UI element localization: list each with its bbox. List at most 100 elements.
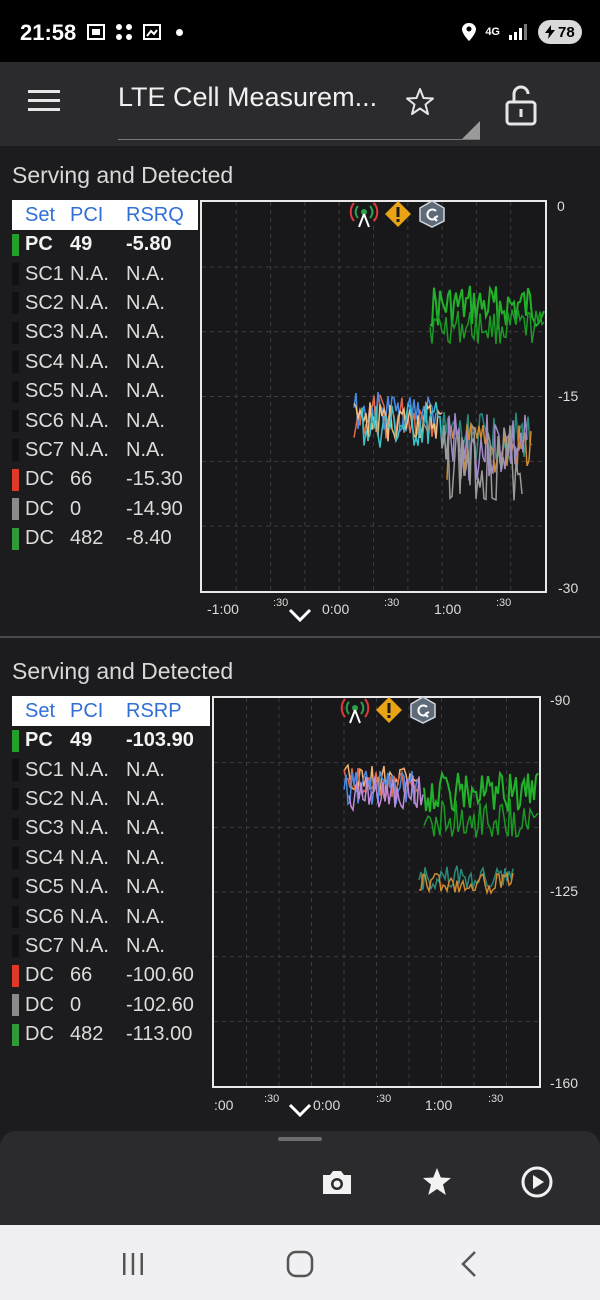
cell-pci: 66 bbox=[70, 964, 93, 987]
view-selector-dropdown[interactable]: LTE Cell Measurem... bbox=[118, 82, 480, 140]
cell-value: N.A. bbox=[126, 291, 165, 314]
cell-pci: 0 bbox=[70, 993, 82, 1016]
cell-pci: N.A. bbox=[70, 291, 109, 314]
column-header-pci: PCI bbox=[70, 699, 104, 722]
table-row: DC 482 -8.40 bbox=[12, 524, 198, 553]
cell-value: N.A. bbox=[126, 846, 165, 869]
table-row: DC 0 -102.60 bbox=[12, 991, 210, 1020]
play-circle-icon[interactable] bbox=[520, 1165, 554, 1199]
color-indicator bbox=[12, 759, 19, 782]
unlock-icon[interactable] bbox=[504, 84, 538, 126]
system-navigation-bar bbox=[0, 1225, 600, 1300]
cell-value: N.A. bbox=[126, 876, 165, 899]
signal-trace bbox=[423, 770, 539, 813]
cell-set: SC7 bbox=[25, 438, 64, 461]
measurement-table: Set PCI RSRQ PC 49 -5.80 SC1 N.A. N.A. SC2 N.A.… bbox=[12, 200, 198, 553]
cell-set: PC bbox=[25, 729, 53, 752]
table-row: SC3 N.A. N.A. bbox=[12, 318, 198, 347]
cell-pci: 66 bbox=[70, 468, 93, 491]
signal-trace bbox=[446, 413, 528, 481]
bottom-action-sheet bbox=[0, 1131, 600, 1225]
cell-pci: N.A. bbox=[70, 350, 109, 373]
x-tick-label: :30 bbox=[273, 597, 289, 609]
network-type: 4G bbox=[485, 26, 500, 38]
color-indicator bbox=[12, 964, 19, 987]
table-row: SC4 N.A. N.A. bbox=[12, 348, 198, 377]
cell-pci: 0 bbox=[70, 497, 82, 520]
screenshot-icon bbox=[87, 24, 105, 40]
cell-value: N.A. bbox=[126, 905, 165, 928]
rsrq-chart-canvas bbox=[202, 202, 545, 591]
table-row: SC7 N.A. N.A. bbox=[12, 436, 198, 465]
table-row: SC2 N.A. N.A. bbox=[12, 289, 198, 318]
panel-divider bbox=[0, 636, 600, 638]
cell-pci: N.A. bbox=[70, 438, 109, 461]
cell-set: SC6 bbox=[25, 409, 64, 432]
chevron-down-icon[interactable] bbox=[288, 1103, 312, 1117]
cell-set: SC1 bbox=[25, 262, 64, 285]
cell-set: SC2 bbox=[25, 291, 64, 314]
cell-set: DC bbox=[25, 497, 54, 520]
camera-icon[interactable] bbox=[320, 1165, 354, 1199]
sheet-drag-handle[interactable] bbox=[278, 1137, 322, 1141]
color-indicator bbox=[12, 1023, 19, 1046]
color-indicator bbox=[12, 439, 19, 462]
cell-set: DC bbox=[25, 1023, 54, 1046]
antenna-icon bbox=[349, 202, 379, 228]
cell-pci: 49 bbox=[70, 729, 93, 752]
cell-value: N.A. bbox=[126, 380, 165, 403]
signal-trace bbox=[429, 284, 545, 330]
cell-pci: 482 bbox=[70, 527, 104, 550]
color-indicator bbox=[12, 321, 19, 344]
cell-set: DC bbox=[25, 993, 54, 1016]
chevron-down-icon[interactable] bbox=[288, 608, 312, 622]
color-indicator bbox=[12, 817, 19, 840]
column-header-set: Set bbox=[25, 699, 56, 722]
cell-value: N.A. bbox=[126, 438, 165, 461]
panel-title: Serving and Detected bbox=[12, 162, 234, 188]
x-tick-label: 0:00 bbox=[322, 601, 350, 617]
cell-set: DC bbox=[25, 527, 54, 550]
app-bar: LTE Cell Measurem... bbox=[0, 62, 600, 146]
rsrp-chart[interactable] bbox=[212, 696, 541, 1088]
table-header: Set PCI RSRQ bbox=[12, 200, 198, 230]
y-tick-label: -125 bbox=[550, 883, 579, 899]
cell-pci: N.A. bbox=[70, 262, 109, 285]
menu-icon[interactable] bbox=[28, 90, 60, 114]
panel-title: Serving and Detected bbox=[12, 658, 234, 684]
cell-pci: N.A. bbox=[70, 934, 109, 957]
cell-pci: N.A. bbox=[70, 321, 109, 344]
cell-pci: 49 bbox=[70, 233, 93, 256]
cell-set: SC5 bbox=[25, 876, 64, 899]
table-row: SC1 N.A. N.A. bbox=[12, 259, 198, 288]
signal-trace bbox=[353, 400, 443, 442]
cell-value: N.A. bbox=[126, 758, 165, 781]
cell-value: N.A. bbox=[126, 321, 165, 344]
x-tick-label: 1:00 bbox=[434, 601, 462, 617]
cell-set: SC4 bbox=[25, 846, 64, 869]
table-row: SC5 N.A. N.A. bbox=[12, 873, 210, 902]
star-filled-icon[interactable] bbox=[420, 1165, 454, 1199]
back-icon[interactable] bbox=[455, 1249, 485, 1279]
table-row: SC1 N.A. N.A. bbox=[12, 755, 210, 784]
cell-set: SC5 bbox=[25, 380, 64, 403]
x-tick-label: 1:00 bbox=[425, 1097, 453, 1113]
cell-value: N.A. bbox=[126, 934, 165, 957]
signal-trace bbox=[441, 423, 523, 501]
cell-pci: N.A. bbox=[70, 846, 109, 869]
color-indicator bbox=[12, 729, 19, 752]
color-indicator bbox=[12, 527, 19, 550]
chart-status-badges bbox=[349, 200, 447, 228]
x-tick-label: :30 bbox=[264, 1093, 280, 1105]
home-icon[interactable] bbox=[285, 1249, 315, 1279]
cell-pci: N.A. bbox=[70, 876, 109, 899]
star-outline-icon[interactable] bbox=[404, 86, 436, 118]
status-bar: 21:58 4G 78 bbox=[0, 0, 600, 62]
table-row: DC 0 -14.90 bbox=[12, 495, 198, 524]
rsrq-chart[interactable] bbox=[200, 200, 547, 593]
recent-apps-icon[interactable] bbox=[118, 1249, 148, 1279]
status-time: 21:58 bbox=[20, 20, 77, 45]
battery-indicator: 78 bbox=[538, 20, 582, 44]
cell-pci: 482 bbox=[70, 1023, 104, 1046]
status-notification-icons bbox=[86, 22, 183, 42]
